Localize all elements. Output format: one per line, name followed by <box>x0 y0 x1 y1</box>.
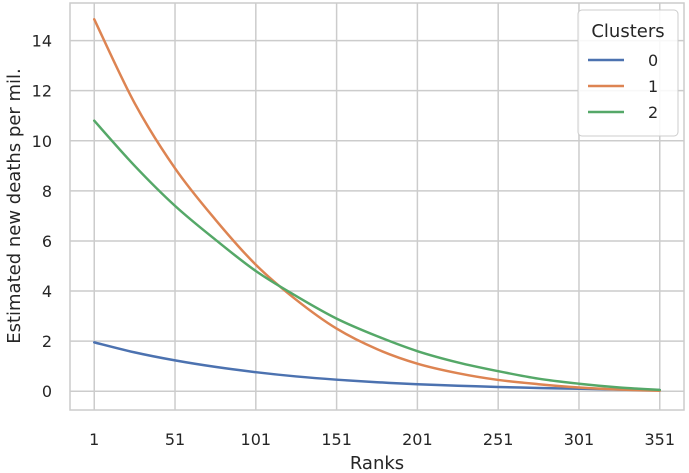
x-axis-title: Ranks <box>350 453 404 473</box>
x-tick-label: 201 <box>402 430 433 449</box>
y-tick-label: 4 <box>42 282 52 301</box>
legend-label-1: 1 <box>648 77 658 96</box>
y-tick-label: 10 <box>32 132 52 151</box>
x-tick-label: 151 <box>321 430 352 449</box>
plot-frame <box>69 2 685 411</box>
legend-label-2: 2 <box>648 103 658 122</box>
series-line-1 <box>92 18 662 392</box>
x-tick-label: 101 <box>241 430 272 449</box>
legend-box <box>577 9 679 137</box>
y-axis-title: Estimated new deaths per mil. <box>4 68 25 344</box>
x-tick-label: 51 <box>165 430 185 449</box>
y-tick-label: 2 <box>42 332 52 351</box>
y-tick-label: 6 <box>42 232 52 251</box>
series-line-0 <box>92 341 662 392</box>
x-tick-label: 301 <box>564 430 595 449</box>
y-tick-label: 8 <box>42 182 52 201</box>
legend-title: Clusters <box>591 21 664 42</box>
series-lines <box>92 18 662 392</box>
grid <box>70 3 684 410</box>
y-tick-label: 14 <box>32 32 52 51</box>
y-tick-label: 12 <box>32 82 52 101</box>
x-tick-label: 251 <box>483 430 514 449</box>
x-tick-label: 1 <box>89 430 99 449</box>
y-tick-label: 0 <box>42 382 52 401</box>
legend: Clusters 0 1 2 <box>577 9 679 137</box>
x-tick-label: 351 <box>644 430 675 449</box>
legend-label-0: 0 <box>648 51 658 70</box>
series-line-2 <box>92 119 662 392</box>
